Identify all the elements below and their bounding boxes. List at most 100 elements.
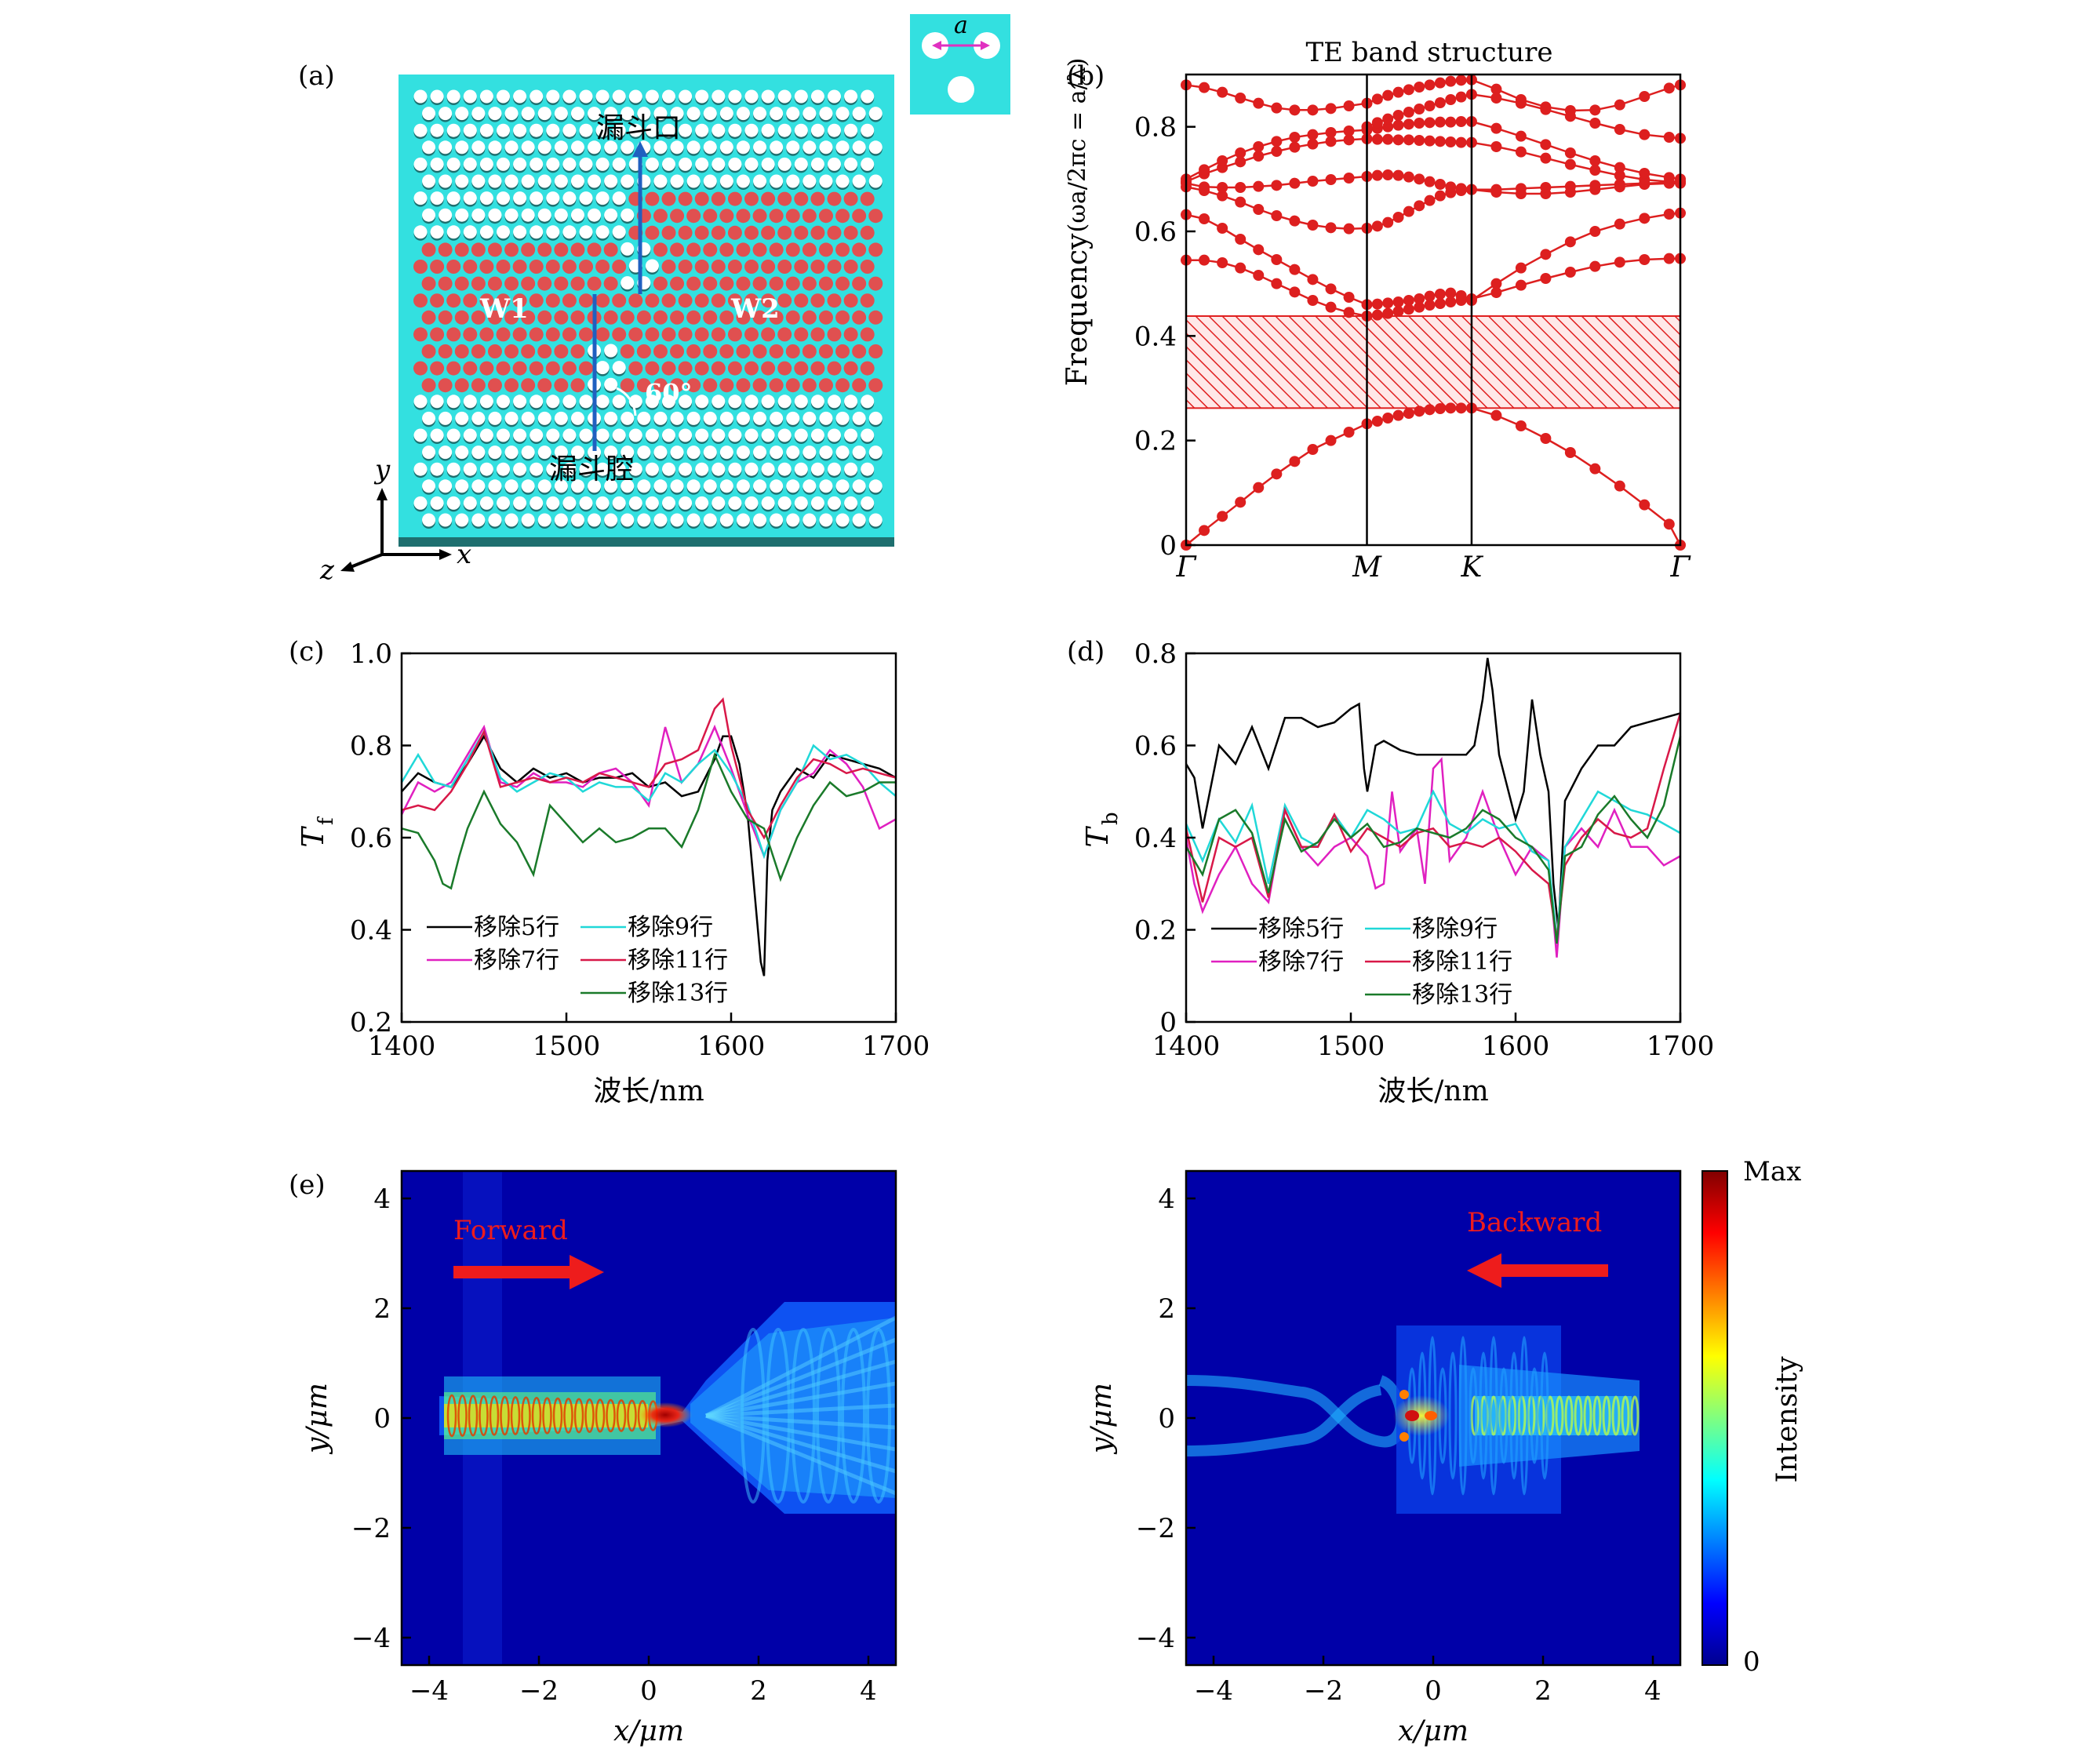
band-point [1564,147,1576,158]
red-hole [810,191,825,206]
band-point [1199,181,1210,193]
air-hole [753,140,767,155]
band-point [1490,278,1502,289]
band-point [1217,190,1228,202]
red-hole [761,361,776,376]
air-hole [712,462,726,476]
red-hole [785,310,800,325]
air-hole [786,107,800,121]
air-hole [621,140,635,155]
red-hole [496,293,511,308]
air-hole [728,428,742,442]
red-hole [603,276,618,291]
field-glow [1393,1395,1450,1436]
red-hole [479,327,494,342]
red-hole [703,276,718,291]
air-hole [786,479,800,493]
air-hole [628,89,642,104]
panel-b-label: (b) [1067,60,1105,92]
red-hole [595,260,610,274]
band-xtick-label: K [1460,551,1483,584]
air-hole [463,428,477,442]
red-hole [670,276,685,291]
inset-a-label: a [954,12,968,39]
red-hole [487,242,502,257]
air-hole [612,123,626,137]
red-hole [810,327,825,342]
air-hole [662,496,675,510]
y-tick-label: 0.4 [350,915,392,947]
air-hole [570,208,584,222]
air-hole [695,462,709,476]
air-hole [728,89,742,104]
band-point [1639,91,1651,102]
air-hole [686,411,701,425]
air-hole [446,191,460,205]
air-hole [852,140,866,155]
field-ripple [468,1395,479,1437]
band-point [1445,296,1457,307]
air-hole [497,191,510,205]
air-hole [612,157,626,171]
air-hole [488,174,502,188]
map-x-tick-label: −4 [409,1675,449,1707]
band-point [1235,147,1247,158]
air-hole [463,157,477,171]
field-ripple [531,1396,542,1435]
red-hole [504,378,519,393]
band-point [1434,289,1446,300]
map-y-tick-label: −4 [1136,1623,1175,1654]
band-title: TE band structure [1305,37,1552,68]
air-hole [736,479,750,493]
band-point [1235,182,1247,193]
series-line [1185,657,1681,930]
band-point [1371,416,1383,427]
air-hole [504,174,519,188]
red-hole [587,276,602,291]
air-hole [595,496,610,510]
air-hole [513,462,527,476]
air-hole [479,395,493,409]
air-hole [479,123,493,137]
band-ytick-label: 0.4 [1134,321,1177,352]
band-point [1540,249,1552,260]
band-point [1343,223,1355,235]
red-hole [752,209,767,224]
air-hole [761,157,775,171]
map-x-tick-label: 2 [750,1675,767,1707]
air-hole [777,157,792,171]
air-hole [810,89,824,104]
band-point [1424,300,1436,311]
band-point [1663,209,1675,220]
air-hole [621,174,635,188]
series-line [1185,757,1681,958]
red-hole [579,293,593,308]
air-hole [604,411,618,425]
air-hole [794,89,808,104]
band-point [1614,480,1625,492]
air-hole [736,411,750,425]
air-hole [744,428,759,442]
red-hole [860,361,875,376]
air-hole [422,140,436,155]
air-hole [430,89,444,104]
red-hole [562,361,577,376]
band-point [1382,121,1394,133]
red-hole [421,276,436,291]
air-hole [422,445,436,460]
air-hole [463,395,477,409]
red-hole [868,209,883,224]
air-hole [579,191,593,205]
red-hole [628,293,643,308]
air-hole [537,174,551,188]
red-hole [645,293,660,308]
air-hole [413,496,428,510]
red-hole [554,344,569,358]
red-hole [579,361,593,376]
band-point [1564,267,1576,278]
air-hole [612,395,626,409]
air-hole [455,174,469,188]
air-hole [530,496,544,510]
band-point [1434,116,1446,128]
field-lobe [866,1328,891,1504]
